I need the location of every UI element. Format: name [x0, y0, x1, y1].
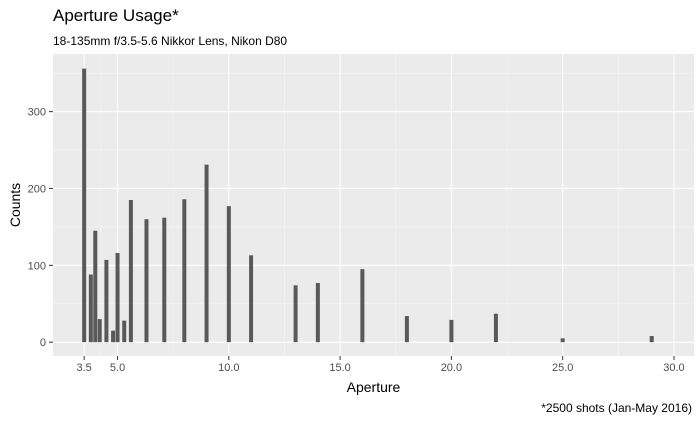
bar	[226, 206, 231, 343]
bar	[104, 259, 109, 343]
x-axis-label: Aperture	[347, 379, 401, 395]
y-tick-label: 0	[40, 337, 46, 349]
y-tick-label: 100	[28, 260, 46, 272]
bar	[249, 255, 254, 343]
chart-subtitle: 18-135mm f/3.5-5.6 Nikkor Lens, Nikon D8…	[53, 34, 288, 48]
bar	[128, 200, 133, 343]
bar	[560, 338, 565, 343]
bar	[82, 68, 87, 343]
grid-minor	[53, 54, 694, 356]
bar	[293, 285, 298, 343]
bar	[122, 320, 127, 343]
bars	[82, 68, 654, 343]
x-tick-label: 5.0	[110, 362, 125, 374]
x-tick-label: 10.0	[218, 362, 239, 374]
bar	[315, 282, 320, 343]
bar	[97, 319, 102, 343]
bar	[493, 313, 498, 343]
bar	[182, 199, 187, 343]
x-tick-label: 20.0	[441, 362, 462, 374]
bar	[144, 219, 149, 343]
y-tick-label: 300	[28, 107, 46, 119]
bar	[204, 164, 209, 343]
y-axis: 0 100 200 300	[28, 107, 53, 349]
chart-caption: *2500 shots (Jan-May 2016)	[541, 401, 692, 415]
bar	[88, 274, 93, 343]
bar	[449, 319, 454, 343]
bar	[111, 330, 116, 343]
y-axis-label: Counts	[7, 183, 23, 227]
plot-panel	[53, 54, 694, 356]
bar	[360, 269, 365, 343]
chart-title: Aperture Usage*	[53, 6, 179, 25]
x-axis: 3.5 5.0 10.0 15.0 20.0 25.0 30.0	[77, 356, 685, 374]
bar	[115, 253, 120, 343]
x-tick-label: 15.0	[329, 362, 350, 374]
x-tick-label: 30.0	[663, 362, 684, 374]
x-tick-label: 3.5	[77, 362, 92, 374]
bar	[162, 217, 167, 343]
bar	[404, 316, 409, 343]
y-tick-label: 200	[28, 183, 46, 195]
bar	[649, 336, 654, 343]
bar	[93, 230, 98, 343]
x-tick-label: 25.0	[552, 362, 573, 374]
